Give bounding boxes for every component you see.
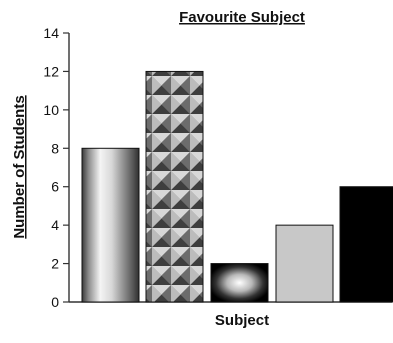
bar-1 bbox=[81, 147, 140, 303]
y-tick-label: 0 bbox=[51, 294, 59, 310]
bar-4 bbox=[275, 224, 334, 303]
y-tick-label: 6 bbox=[51, 179, 59, 195]
x-axis-label: Subject bbox=[215, 312, 269, 329]
y-tick-label: 12 bbox=[43, 63, 59, 79]
bar-5 bbox=[339, 186, 393, 303]
bar-2 bbox=[145, 70, 204, 303]
y-tick-label: 10 bbox=[43, 102, 59, 118]
y-tick-label: 8 bbox=[51, 140, 59, 156]
bar-3 bbox=[210, 263, 269, 303]
y-tick-label: 14 bbox=[43, 25, 59, 41]
y-tick-label: 4 bbox=[51, 217, 59, 233]
y-tick-label: 2 bbox=[51, 256, 59, 272]
y-axis-label: Number of Students bbox=[11, 95, 28, 238]
chart-title: Favourite Subject bbox=[179, 9, 305, 26]
